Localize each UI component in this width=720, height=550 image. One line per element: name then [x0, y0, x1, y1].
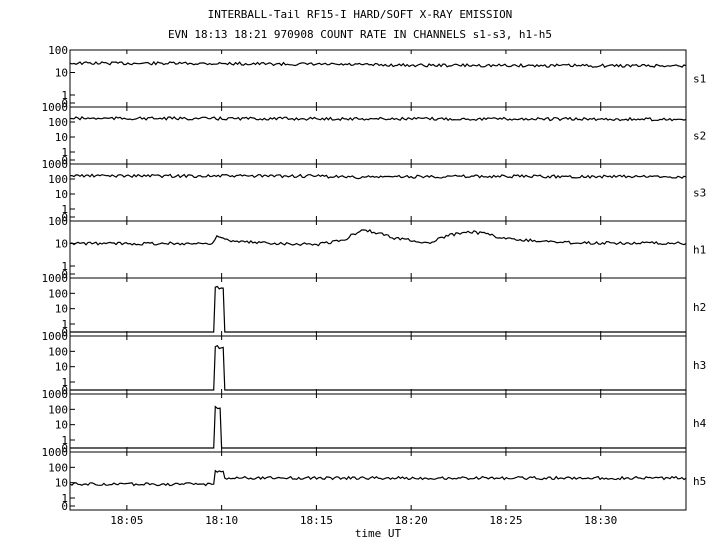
x-tick-label: 18:20: [395, 514, 428, 527]
chart-subtitle: EVN 18:13 18:21 970908 COUNT RATE IN CHA…: [167, 28, 553, 41]
y-tick-label-h2: 10: [55, 303, 68, 316]
y-tick-label-h2: 1000: [42, 272, 69, 285]
y-tick-label-h3: 1000: [42, 330, 69, 343]
y-tick-label-h2: 1: [61, 318, 68, 331]
channel-label-h1: h1: [693, 244, 706, 257]
y-tick-label-s3: 1: [61, 203, 68, 216]
y-tick-label-h5: 1: [61, 492, 68, 505]
channel-label-h2: h2: [693, 301, 706, 314]
y-tick-label-h4: 100: [48, 403, 68, 416]
y-tick-label-h2: 0: [61, 326, 68, 339]
series-line-s1: [69, 60, 687, 68]
panel-frame-h5: [69, 451, 687, 511]
panel-frame-h4: [69, 393, 687, 453]
y-tick-label-s3: 100: [48, 173, 68, 186]
y-tick-label-h2: 100: [48, 287, 68, 300]
y-tick-label-s2: 100: [48, 116, 68, 129]
panel-frame-h3: [69, 335, 687, 395]
y-tick-label-s1: 1: [61, 89, 68, 102]
y-tick-label-s1: 10: [55, 67, 68, 80]
y-tick-label-h3: 1: [61, 376, 68, 389]
panel-frame-s2: [69, 106, 687, 165]
x-tick-label: 18:25: [489, 514, 522, 527]
channel-label-h3: h3: [693, 359, 706, 372]
x-axis-label: time UT: [355, 527, 402, 540]
panel-frame-h1: [69, 220, 687, 279]
series-line-h1: [69, 229, 687, 247]
y-tick-label-h3: 100: [48, 345, 68, 358]
y-tick-label-s3: 0: [61, 211, 68, 224]
y-tick-label-s2: 1: [61, 146, 68, 159]
x-tick-label: 18:05: [110, 514, 143, 527]
y-tick-label-h5: 100: [48, 461, 68, 474]
channel-label-s3: s3: [693, 187, 706, 200]
y-tick-label-h4: 1000: [42, 388, 69, 401]
y-tick-label-s3: 1000: [42, 158, 69, 171]
series-line-h2: [70, 285, 686, 333]
y-tick-label-s2: 1000: [42, 101, 69, 114]
y-tick-label-s3: 10: [55, 188, 68, 201]
panel-frame-s1: [69, 49, 687, 108]
y-tick-label-s2: 0: [61, 154, 68, 167]
y-tick-label-h4: 1: [61, 434, 68, 447]
y-tick-label-h1: 100: [48, 215, 68, 228]
y-tick-label-h1: 0: [61, 268, 68, 281]
x-tick-label: 18:15: [300, 514, 333, 527]
y-tick-label-s2: 10: [55, 131, 68, 144]
x-tick-label: 18:10: [205, 514, 238, 527]
y-tick-label-h5: 10: [55, 477, 68, 490]
series-line-h5: [69, 469, 687, 487]
channel-label-s1: s1: [693, 73, 706, 86]
y-tick-label-h4: 0: [61, 442, 68, 455]
x-tick-label: 18:30: [584, 514, 617, 527]
y-tick-label-h3: 10: [55, 361, 68, 374]
y-tick-label-s1: 0: [61, 97, 68, 110]
chart-title: INTERBALL-Tail RF15-I HARD/SOFT X-RAY EM…: [207, 8, 513, 21]
y-tick-label-h1: 1: [61, 260, 68, 273]
series-line-h4: [70, 405, 686, 449]
y-tick-label-s1: 100: [48, 44, 68, 57]
panel-frame-s3: [69, 163, 687, 222]
series-line-s3: [69, 173, 687, 180]
channel-label-s2: s2: [693, 130, 706, 143]
channel-label-h4: h4: [693, 417, 707, 430]
series-line-s2: [69, 116, 687, 122]
series-line-h3: [70, 344, 686, 391]
y-tick-label-h5: 1000: [42, 446, 69, 459]
y-tick-label-h3: 0: [61, 384, 68, 397]
y-tick-label-h5: 0: [61, 500, 68, 513]
panel-frame-h2: [69, 277, 687, 337]
y-tick-label-h1: 10: [55, 238, 68, 251]
channel-label-h5: h5: [693, 475, 706, 488]
y-tick-label-h4: 10: [55, 419, 68, 432]
